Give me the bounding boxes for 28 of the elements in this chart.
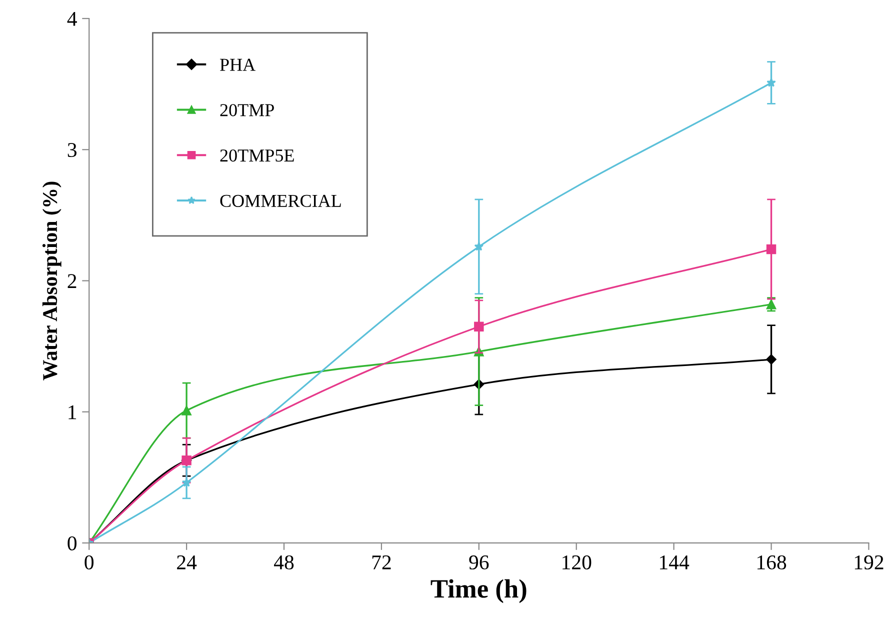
- x-tick-label: 0: [84, 555, 94, 570]
- y-tick-label: 1: [68, 405, 76, 420]
- legend-label: COMMERCIAL: [220, 194, 341, 207]
- x-tick-label: 24: [177, 555, 197, 570]
- point: [766, 244, 776, 254]
- x-tick-label: 168: [757, 555, 786, 570]
- x-tick-label: 192: [854, 555, 884, 570]
- y-axis-title: Water Absorption (%): [42, 182, 62, 380]
- point: [766, 299, 776, 310]
- x-tick-label: 96: [469, 555, 489, 570]
- x-tick-label: 72: [372, 555, 391, 570]
- legend-label: PHA: [220, 58, 256, 71]
- x-tick-label: 120: [562, 555, 592, 570]
- x-axis-title: Time (h): [430, 579, 526, 604]
- y-tick-label: 3: [68, 143, 76, 158]
- point: [474, 322, 484, 332]
- y-tick-label: 2: [68, 274, 76, 288]
- x-tick-label: 48: [274, 555, 294, 570]
- x-tick-label: 144: [660, 555, 690, 570]
- legend-label: 20TMP5E: [220, 149, 294, 162]
- y-tick-label: 0: [68, 536, 76, 550]
- point: [182, 406, 192, 416]
- point: [766, 354, 776, 365]
- point: [766, 78, 776, 87]
- point: [474, 242, 484, 251]
- legend-label: 20TMP: [220, 104, 274, 116]
- y-tick-label: 4: [67, 12, 77, 26]
- point: [182, 478, 192, 487]
